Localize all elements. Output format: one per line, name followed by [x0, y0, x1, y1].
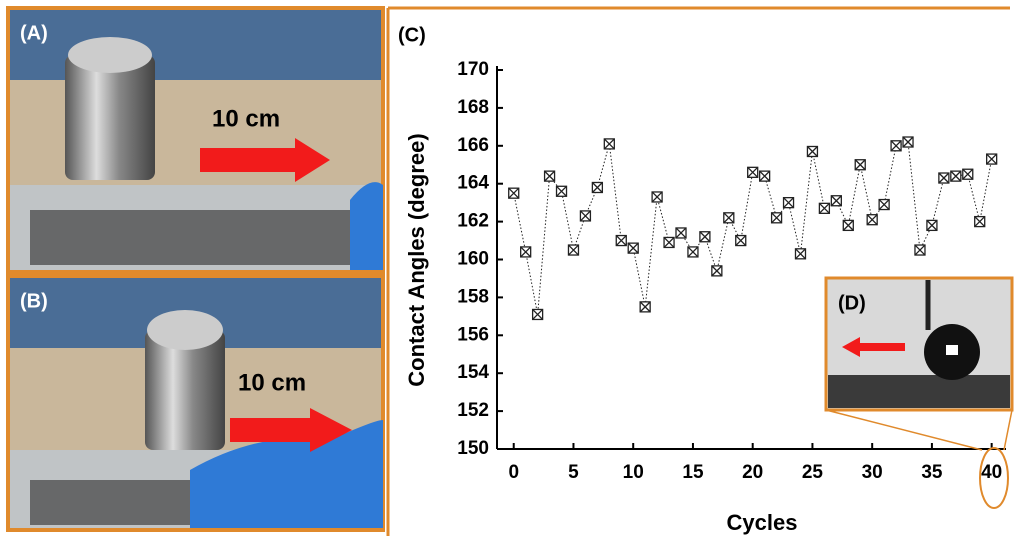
data-point [533, 309, 543, 319]
data-point [509, 188, 519, 198]
data-point [975, 217, 985, 227]
data-point [688, 247, 698, 257]
x-tick-label: 35 [921, 462, 943, 483]
panel-label: (D) [838, 292, 866, 314]
data-point [616, 236, 626, 246]
data-point [867, 215, 877, 225]
y-tick-label: 154 [457, 362, 489, 383]
data-point [807, 146, 817, 156]
x-tick-label: 10 [623, 462, 644, 483]
data-point [676, 228, 686, 238]
data-point [819, 203, 829, 213]
data-point [700, 232, 710, 242]
data-point [580, 211, 590, 221]
data-point [843, 220, 853, 230]
y-tick-label: 170 [457, 59, 489, 80]
y-tick-label: 164 [457, 173, 489, 194]
data-point [939, 173, 949, 183]
data-point [951, 171, 961, 181]
data-point [927, 220, 937, 230]
x-tick-label: 5 [568, 462, 579, 483]
data-point [748, 167, 758, 177]
data-point [963, 169, 973, 179]
data-point [712, 266, 722, 276]
photo-b [8, 276, 383, 530]
data-point [772, 213, 782, 223]
x-axis-title: Cycles [727, 510, 798, 535]
data-point [795, 249, 805, 259]
y-axis-title: Contact Angles (degree) [404, 133, 429, 386]
data-point [557, 186, 567, 196]
data-point [760, 171, 770, 181]
data-point [855, 160, 865, 170]
panel-label: (B) [20, 290, 48, 312]
data-point [628, 243, 638, 253]
x-tick-label: 30 [862, 462, 883, 483]
plot: 150 152 154 156 158 160 162 164 166 168 170 0 5 10 15 2… [457, 59, 1006, 483]
data-point [592, 182, 602, 192]
x-tick-label: 25 [802, 462, 824, 483]
panel-label: (A) [20, 22, 48, 44]
data-point [521, 247, 531, 257]
data-point [545, 171, 555, 181]
data-point [987, 154, 997, 164]
data-point [915, 245, 925, 255]
y-tick-label: 152 [457, 400, 489, 421]
page: (A) 10 cm (B) 10 cm (C) Cycles Contact A… [0, 0, 1020, 541]
data-point [604, 139, 614, 149]
x-tick-label: 40 [981, 462, 1002, 483]
x-tick-label: 0 [508, 462, 519, 483]
distance-label: 10 cm [212, 105, 280, 132]
x-tick-label: 20 [742, 462, 763, 483]
figure: (A) 10 cm (B) 10 cm (C) Cycles Contact A… [0, 0, 1020, 536]
x-tick-label: 15 [682, 462, 704, 483]
panel-label: (C) [398, 24, 426, 46]
y-tick-label: 162 [457, 211, 489, 232]
data-point [831, 196, 841, 206]
data-point [652, 192, 662, 202]
data-point [736, 236, 746, 246]
y-tick-label: 156 [457, 324, 489, 345]
distance-label: 10 cm [238, 369, 306, 396]
data-point [784, 198, 794, 208]
data-point [879, 200, 889, 210]
data-point [891, 141, 901, 151]
y-tick-label: 150 [457, 438, 489, 459]
data-point [724, 213, 734, 223]
y-tick-label: 160 [457, 249, 489, 270]
y-tick-label: 158 [457, 286, 489, 307]
y-tick-label: 168 [457, 97, 489, 118]
data-point [664, 237, 674, 247]
data-point [640, 302, 650, 312]
data-point [903, 137, 913, 147]
y-tick-label: 166 [457, 135, 489, 156]
photo-a [8, 8, 383, 272]
data-point [568, 245, 578, 255]
